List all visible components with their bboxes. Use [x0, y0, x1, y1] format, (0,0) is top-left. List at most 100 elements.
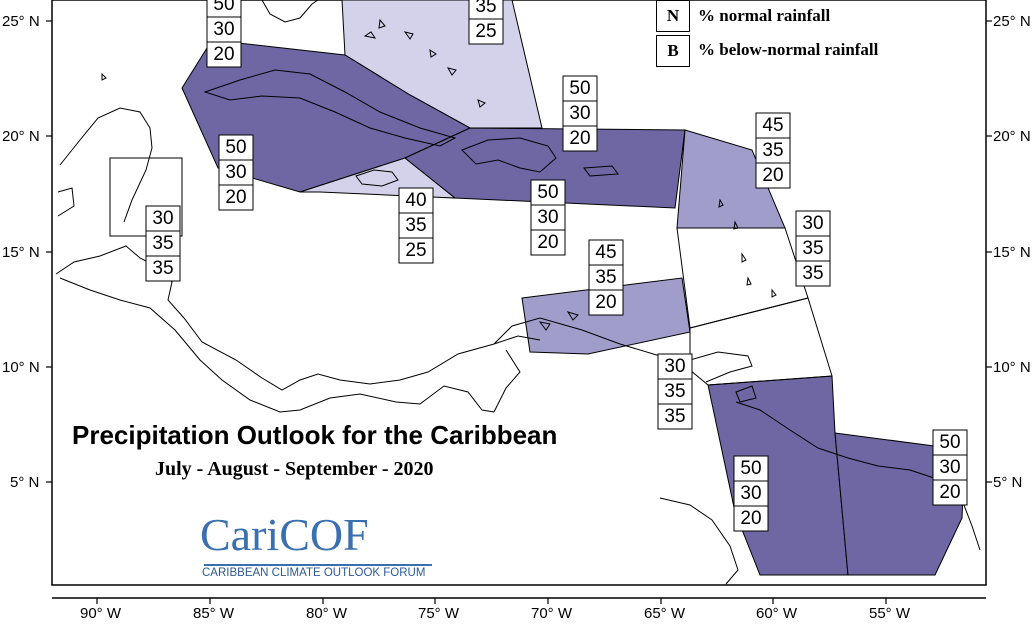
lat-label-25n-right: 25° N	[993, 13, 1031, 30]
forecast-box-trinidad: 30 35 35	[657, 353, 693, 430]
logo-wordmark-part2: COF	[279, 509, 369, 560]
lat-label-15n: 15° N	[2, 244, 40, 261]
forecast-value: 20	[740, 508, 761, 529]
forecast-box-leeward: 45 35 20	[755, 112, 791, 189]
coast-south-america-west	[659, 497, 739, 585]
lon-label-55w: 55° W	[869, 605, 911, 622]
coast-guianas	[735, 401, 981, 551]
zone-abc	[521, 277, 691, 355]
lat-label-15n-right: 15° N	[993, 244, 1031, 261]
forecast-value: 35	[152, 258, 173, 279]
coast-south-america-inland	[493, 349, 521, 413]
forecast-box-guyana: 50 30 20	[733, 455, 769, 532]
forecast-value: 20	[537, 232, 558, 253]
lat-label-10n-right: 10° N	[993, 359, 1031, 376]
forecast-box-abc: 45 35 20	[588, 239, 624, 316]
forecast-value: 30	[569, 103, 590, 124]
lat-label-10n: 10° N	[2, 359, 40, 376]
forecast-box-jamaica: 40 35 25	[398, 187, 434, 264]
forecast-value: 50	[569, 78, 590, 99]
coast-trinidad	[735, 385, 757, 403]
lon-label-75w: 75° W	[418, 605, 460, 622]
caricof-logo: CariCOF CARIBBEAN CLIMATE OUTLOOK FORUM	[200, 512, 436, 580]
forecast-value: 35	[595, 267, 616, 288]
zone-windward-outline	[676, 227, 809, 329]
forecast-value: 30	[152, 208, 173, 229]
forecast-value: 20	[225, 187, 246, 208]
forecast-value: 50	[939, 432, 960, 453]
lat-label-5n: 5° N	[10, 474, 39, 491]
forecast-value: 30	[664, 356, 685, 377]
forecast-value: 30	[939, 457, 960, 478]
map-frame	[51, 0, 987, 586]
forecast-value: 35	[762, 140, 783, 161]
coast-central-america	[55, 245, 541, 391]
map-subtitle: July - August - September - 2020	[155, 458, 434, 480]
forecast-value: 45	[762, 115, 783, 136]
lat-label-5n-right: 5° N	[993, 474, 1022, 491]
forecast-box-bahamas-se: 35 25	[468, 0, 504, 45]
logo-wordmark: CariCOF	[200, 512, 369, 558]
lon-label-60w: 60° W	[756, 605, 798, 622]
forecast-value: 30	[537, 207, 558, 228]
forecast-value: 40	[405, 190, 426, 211]
forecast-value: 30	[740, 483, 761, 504]
forecast-value: 35	[152, 233, 173, 254]
forecast-value: 50	[537, 182, 558, 203]
coast-florida	[261, 0, 319, 23]
lat-label-25n: 25° N	[2, 13, 40, 30]
forecast-value: 35	[664, 406, 685, 427]
forecast-value: 50	[213, 0, 234, 15]
forecast-value: 35	[802, 263, 823, 284]
forecast-value: 50	[740, 458, 761, 479]
coast-hispaniola	[461, 137, 557, 173]
coastlines	[55, 0, 981, 585]
zone-trinidad-outline	[689, 297, 833, 386]
forecast-value: 30	[802, 213, 823, 234]
forecast-value: 20	[569, 128, 590, 149]
forecast-value: 45	[595, 242, 616, 263]
coast-cuba	[203, 69, 457, 147]
forecast-value: 25	[475, 21, 496, 42]
logo-rule	[204, 564, 432, 566]
coast-jamaica	[355, 169, 399, 187]
forecast-value: 20	[595, 292, 616, 313]
forecast-value: 20	[939, 482, 960, 503]
coast-yucatan	[59, 107, 153, 223]
legend-text-normal: % normal rainfall	[698, 6, 831, 25]
forecast-box-suriname: 50 30 20	[932, 429, 968, 506]
lon-label-65w: 65° W	[644, 605, 686, 622]
logo-wordmark-part1: Cari	[200, 509, 280, 560]
longitude-axis: 90° W 85° W 80° W 75° W 70° W 65° W 60° …	[80, 598, 911, 622]
legend-key-normal: N	[656, 0, 690, 32]
forecast-value: 35	[802, 238, 823, 259]
zone-belize-outline	[109, 157, 183, 237]
lon-label-90w: 90° W	[80, 605, 122, 622]
legend-key-below: B	[656, 35, 690, 67]
forecast-box-belize: 30 35 35	[145, 205, 181, 282]
legend: N % normal rainfall B % below-normal rai…	[656, 0, 956, 70]
forecast-value: 50	[225, 137, 246, 158]
lon-label-80w: 80° W	[306, 605, 348, 622]
forecast-box-windward: 30 35 35	[795, 210, 831, 287]
forecast-value: 20	[762, 165, 783, 186]
forecast-value: 35	[475, 0, 496, 17]
forecast-value: 20	[213, 44, 234, 65]
islands	[101, 18, 777, 331]
coast-pacific	[59, 277, 495, 413]
coast-puerto-rico	[583, 165, 619, 177]
forecast-box-cuba: 50 30 20	[218, 134, 254, 211]
forecast-boxes: 50 30 20 35 25 50 30 20 50 30 20 30 35 3…	[145, 0, 968, 532]
forecast-value: 35	[405, 215, 426, 236]
forecast-value: 30	[225, 162, 246, 183]
lon-label-70w: 70° W	[531, 605, 573, 622]
forecast-value: 25	[405, 240, 426, 261]
forecast-value: 30	[213, 19, 234, 40]
latitude-axis: 25° N 25° N 20° N 20° N 15° N 15° N 10° …	[2, 13, 1031, 491]
forecast-box-bahamas-nw: 50 30 20	[206, 0, 242, 68]
coast-mexico-west	[57, 187, 75, 217]
forecast-box-hispaniola-north: 50 30 20	[562, 75, 598, 152]
lat-label-20n-right: 20° N	[993, 128, 1031, 145]
legend-text-below: % below-normal rainfall	[698, 40, 879, 59]
lat-label-20n: 20° N	[2, 128, 40, 145]
